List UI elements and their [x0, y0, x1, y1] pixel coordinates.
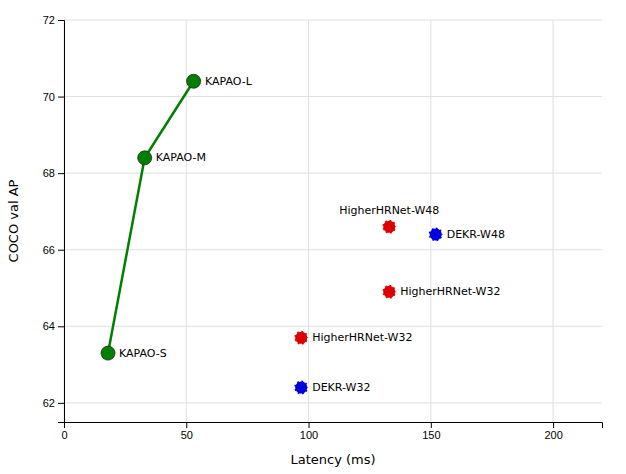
tick-label: 150	[422, 429, 440, 441]
marks	[101, 74, 443, 394]
axis-line	[58, 21, 65, 423]
point	[138, 151, 152, 165]
chart: 0 50 100 150 200 62 64 66 68 70 72 Latency (ms) COCO…	[0, 0, 626, 474]
grid-line	[64, 96, 602, 97]
tick-mark	[58, 173, 64, 174]
tick-label: 70	[43, 91, 55, 103]
point	[294, 331, 308, 345]
grid-line	[430, 20, 431, 422]
x-axis-title: Latency (ms)	[290, 452, 375, 467]
grid-line	[64, 249, 602, 250]
tick-mark	[58, 403, 64, 404]
tick: 70	[43, 91, 64, 103]
point	[429, 227, 443, 241]
tick: 150	[422, 422, 440, 441]
tick-mark	[58, 97, 64, 98]
tick: 62	[43, 397, 64, 409]
tick: 200	[544, 422, 562, 441]
grid-line	[64, 20, 602, 21]
tick-label: 64	[43, 320, 55, 332]
point-label: HigherHRNet-W32	[312, 331, 412, 344]
tick-mark	[58, 250, 64, 251]
grid-line	[64, 326, 602, 327]
point-label: HigherHRNet-W32	[400, 285, 500, 298]
tick: 100	[300, 422, 318, 441]
line	[108, 81, 194, 353]
y-axis: 62 64 66 68 70 72	[43, 14, 65, 422]
plot: 0 50 100 150 200 62 64 66 68 70 72 Latency (ms) COCO…	[6, 14, 603, 467]
axis-line	[65, 423, 603, 429]
tick: 64	[43, 320, 64, 332]
annotations: KAPAO-S KAPAO-M KAPAO-L HigherHRNet-W32 DEKR…	[119, 75, 505, 394]
tick: 66	[43, 244, 64, 256]
grid-line	[553, 20, 554, 422]
tick-mark	[58, 20, 64, 21]
grid-line	[308, 20, 309, 422]
tick: 50	[181, 422, 193, 441]
point-label: DEKR-W32	[312, 381, 370, 394]
tick-mark	[431, 422, 432, 428]
point	[382, 220, 396, 234]
point-label: KAPAO-M	[156, 151, 206, 164]
point	[187, 74, 201, 88]
tick: 0	[61, 422, 67, 441]
grid	[64, 20, 602, 422]
tick-label: 50	[181, 429, 193, 441]
point	[294, 381, 308, 395]
grid-line	[64, 173, 602, 174]
tick-label: 200	[544, 429, 562, 441]
tick-label: 68	[43, 167, 55, 179]
x-axis: 0 50 100 150 200	[61, 422, 602, 441]
tick-label: 62	[43, 397, 55, 409]
tick-label: 66	[43, 244, 55, 256]
tick-mark	[309, 422, 310, 428]
point-label: KAPAO-S	[119, 347, 167, 360]
tick-mark	[186, 422, 187, 428]
tick: 72	[43, 14, 64, 26]
tick-mark	[58, 326, 64, 327]
tick: 68	[43, 167, 64, 179]
tick-label: 0	[61, 429, 67, 441]
y-axis-title: COCO val AP	[6, 179, 21, 262]
tick-label: 100	[300, 429, 318, 441]
tick-mark	[553, 422, 554, 428]
point-label: KAPAO-L	[205, 75, 253, 88]
point-label: HigherHRNet-W48	[339, 204, 439, 217]
tick-label: 72	[43, 14, 55, 26]
point	[101, 346, 115, 360]
point	[382, 285, 396, 299]
point-label: DEKR-W48	[447, 228, 505, 241]
grid-line	[64, 402, 602, 403]
